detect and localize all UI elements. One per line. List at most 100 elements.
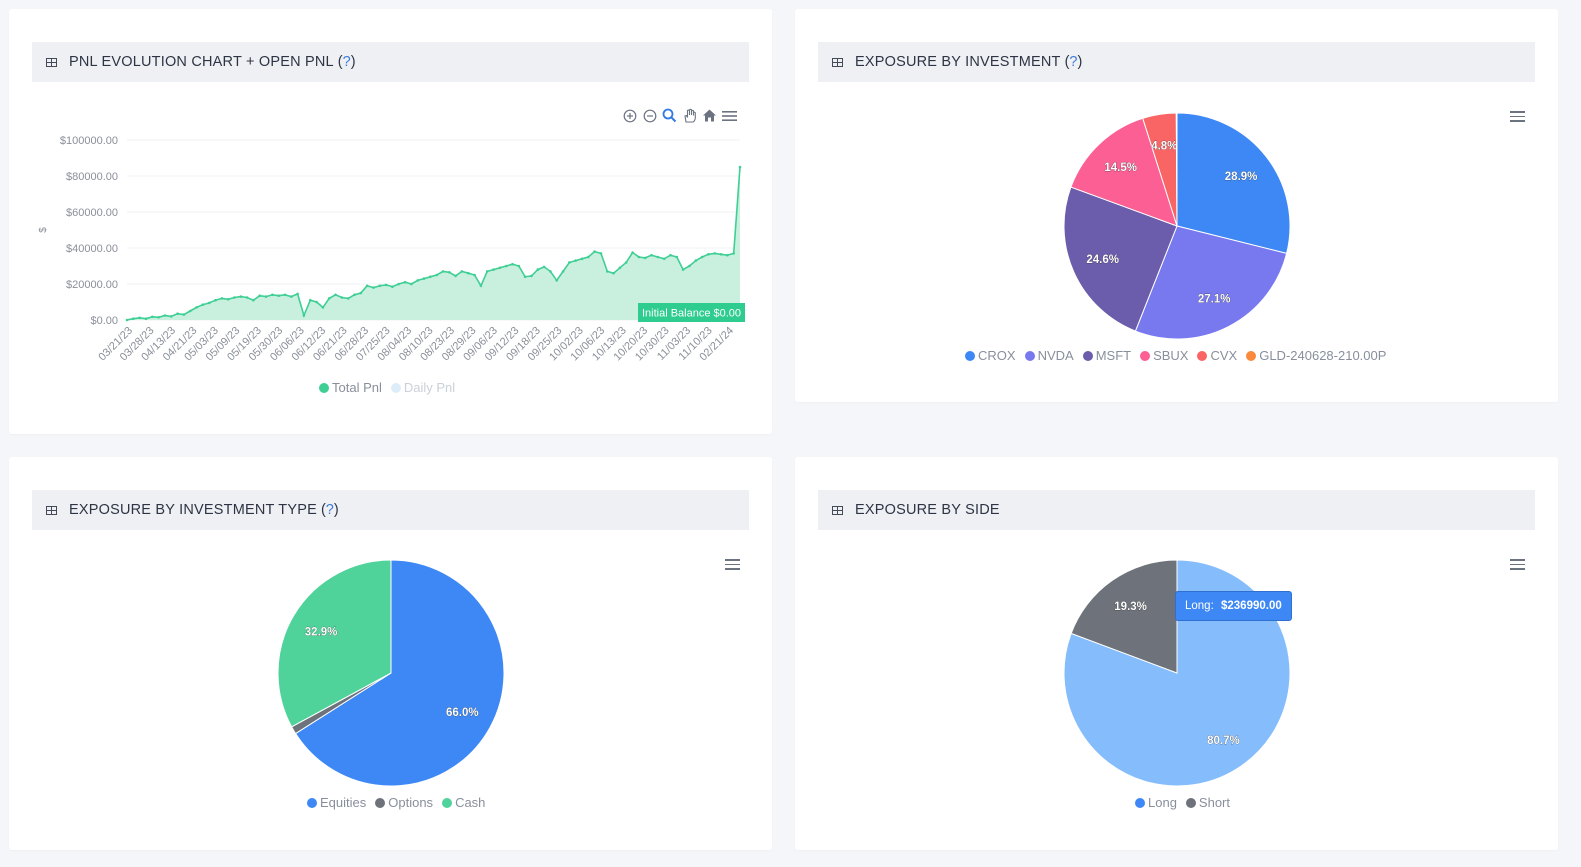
pnl-point: [504, 264, 508, 268]
menu-icon[interactable]: [1510, 111, 1525, 122]
pie-slice-equities[interactable]: [294, 559, 505, 787]
pnl-point: [542, 265, 546, 269]
pnl-point: [271, 293, 274, 297]
menu-icon[interactable]: [725, 559, 740, 570]
legend-item-daily-pnl[interactable]: Daily Pnl: [390, 380, 455, 395]
pnl-point: [138, 316, 141, 320]
legend-marker: [442, 797, 453, 808]
legend-item-gld-240628-210-00p[interactable]: GLD-240628-210.00P: [1246, 348, 1386, 363]
menu-icon[interactable]: [1510, 559, 1525, 570]
pnl-point: [707, 253, 710, 256]
pnl-point: [631, 251, 634, 254]
pnl-point: [422, 277, 426, 280]
pnl-point: [719, 253, 723, 256]
legend-item-short[interactable]: Short: [1185, 795, 1230, 810]
y-tick-label: $0.00: [90, 315, 118, 327]
pnl-point: [144, 317, 148, 321]
pie-slice-sbux[interactable]: [1070, 117, 1178, 227]
investment-type-help-link[interactable]: (?): [320, 502, 339, 518]
zoom-out-icon[interactable]: [642, 108, 657, 123]
pnl-point: [669, 253, 672, 257]
pnl-point: [561, 270, 565, 273]
pnl-point: [681, 268, 685, 271]
pie-slice-short[interactable]: [1070, 559, 1178, 674]
investment-help-link[interactable]: (?): [1064, 54, 1083, 70]
zoom-selection-icon[interactable]: [662, 108, 677, 123]
pnl-point: [378, 284, 382, 288]
table-icon[interactable]: [46, 505, 57, 515]
pnl-point: [618, 266, 622, 270]
legend-label: NVDA: [1037, 348, 1074, 363]
legend-marker: [1197, 350, 1208, 361]
pnl-point: [568, 261, 571, 264]
pie-slice-nvda[interactable]: [1134, 225, 1288, 340]
menu-icon[interactable]: [722, 108, 737, 123]
pnl-point: [574, 259, 577, 262]
pan-icon[interactable]: [682, 108, 697, 123]
pnl-point: [738, 165, 742, 169]
pnl-point: [365, 284, 369, 288]
pnl-point: [473, 273, 476, 277]
table-icon[interactable]: [832, 57, 843, 67]
pie-slice-crox[interactable]: [1176, 112, 1291, 255]
legend-marker: [1246, 350, 1257, 361]
pnl-point: [416, 279, 420, 282]
legend-label: GLD-240628-210.00P: [1259, 348, 1387, 363]
pnl-point: [454, 274, 457, 278]
pnl-point: [650, 253, 653, 257]
pnl-point: [435, 273, 439, 277]
legend-item-cvx[interactable]: CVX: [1197, 348, 1237, 363]
y-tick-label: $100000.00: [60, 135, 118, 147]
pie-data-label: 66.0%: [446, 707, 479, 719]
home-icon[interactable]: [702, 108, 717, 123]
legend-item-crox[interactable]: CROX: [965, 348, 1016, 363]
pnl-point: [675, 255, 679, 259]
legend-item-equities[interactable]: Equities: [307, 795, 366, 810]
pnl-point: [448, 271, 451, 274]
pie-data-label: 27.1%: [1198, 293, 1231, 305]
investment-pie-chart[interactable]: 28.9% 27.1% 24.6% 14.5% 4.8%: [795, 9, 1558, 402]
pie-slice-gld-240628-210-00p[interactable]: [1175, 112, 1178, 227]
legend-item-sbux[interactable]: SBUX: [1140, 348, 1188, 363]
legend-item-long[interactable]: Long: [1135, 795, 1177, 810]
table-icon[interactable]: [832, 505, 843, 515]
legend-label: Equities: [320, 795, 367, 810]
legend-item-options[interactable]: Options: [375, 795, 433, 810]
legend-item-msft[interactable]: MSFT: [1082, 348, 1131, 363]
legend-marker: [1140, 350, 1151, 361]
pnl-point: [511, 262, 514, 266]
pnl-point: [214, 298, 217, 302]
side-pie-chart[interactable]: 80.7% 19.3%: [795, 457, 1558, 850]
y-tick-label: $20000.00: [66, 279, 118, 291]
legend-label: Cash: [455, 795, 486, 810]
legend-item-total-pnl[interactable]: Total Pnl: [319, 380, 382, 395]
legend-marker: [375, 797, 386, 808]
legend-item-cash[interactable]: Cash: [442, 795, 485, 810]
legend-marker: [1082, 350, 1093, 361]
pnl-point: [125, 318, 129, 322]
pnl-point: [460, 270, 464, 273]
pnl-point: [309, 298, 312, 302]
investment-type-pie-chart[interactable]: 66.0% 32.9%: [9, 457, 772, 850]
pnl-point: [479, 284, 483, 288]
pnl-point: [334, 293, 337, 297]
pnl-help-link[interactable]: (?): [337, 54, 356, 70]
pnl-chart[interactable]: $0.00 $20000.00 $40000.00 $60000.00 $80000.0…: [9, 9, 772, 434]
tooltip-label: Long:: [1185, 600, 1214, 612]
pnl-point: [245, 296, 249, 299]
legend-marker: [307, 797, 317, 808]
investment-type-panel-title: EXPOSURE BY INVESTMENT TYPE: [69, 502, 317, 518]
investment-type-legend: Equities Options Cash: [307, 795, 485, 810]
pnl-point: [239, 295, 243, 298]
legend-item-nvda[interactable]: NVDA: [1024, 348, 1074, 363]
legend-label: CVX: [1210, 348, 1238, 363]
pie-slice-msft[interactable]: [1063, 186, 1178, 332]
pnl-point: [397, 282, 401, 286]
pie-slice-cash[interactable]: [277, 559, 392, 728]
side-panel-header: EXPOSURE BY SIDE: [818, 490, 1535, 530]
pnl-point: [315, 300, 318, 304]
pnl-panel: PNL EVOLUTION CHART + OPEN PNL (?) $0.00…: [9, 9, 772, 434]
zoom-in-icon[interactable]: [622, 108, 637, 123]
table-icon[interactable]: [46, 57, 57, 67]
pnl-point: [517, 264, 521, 268]
